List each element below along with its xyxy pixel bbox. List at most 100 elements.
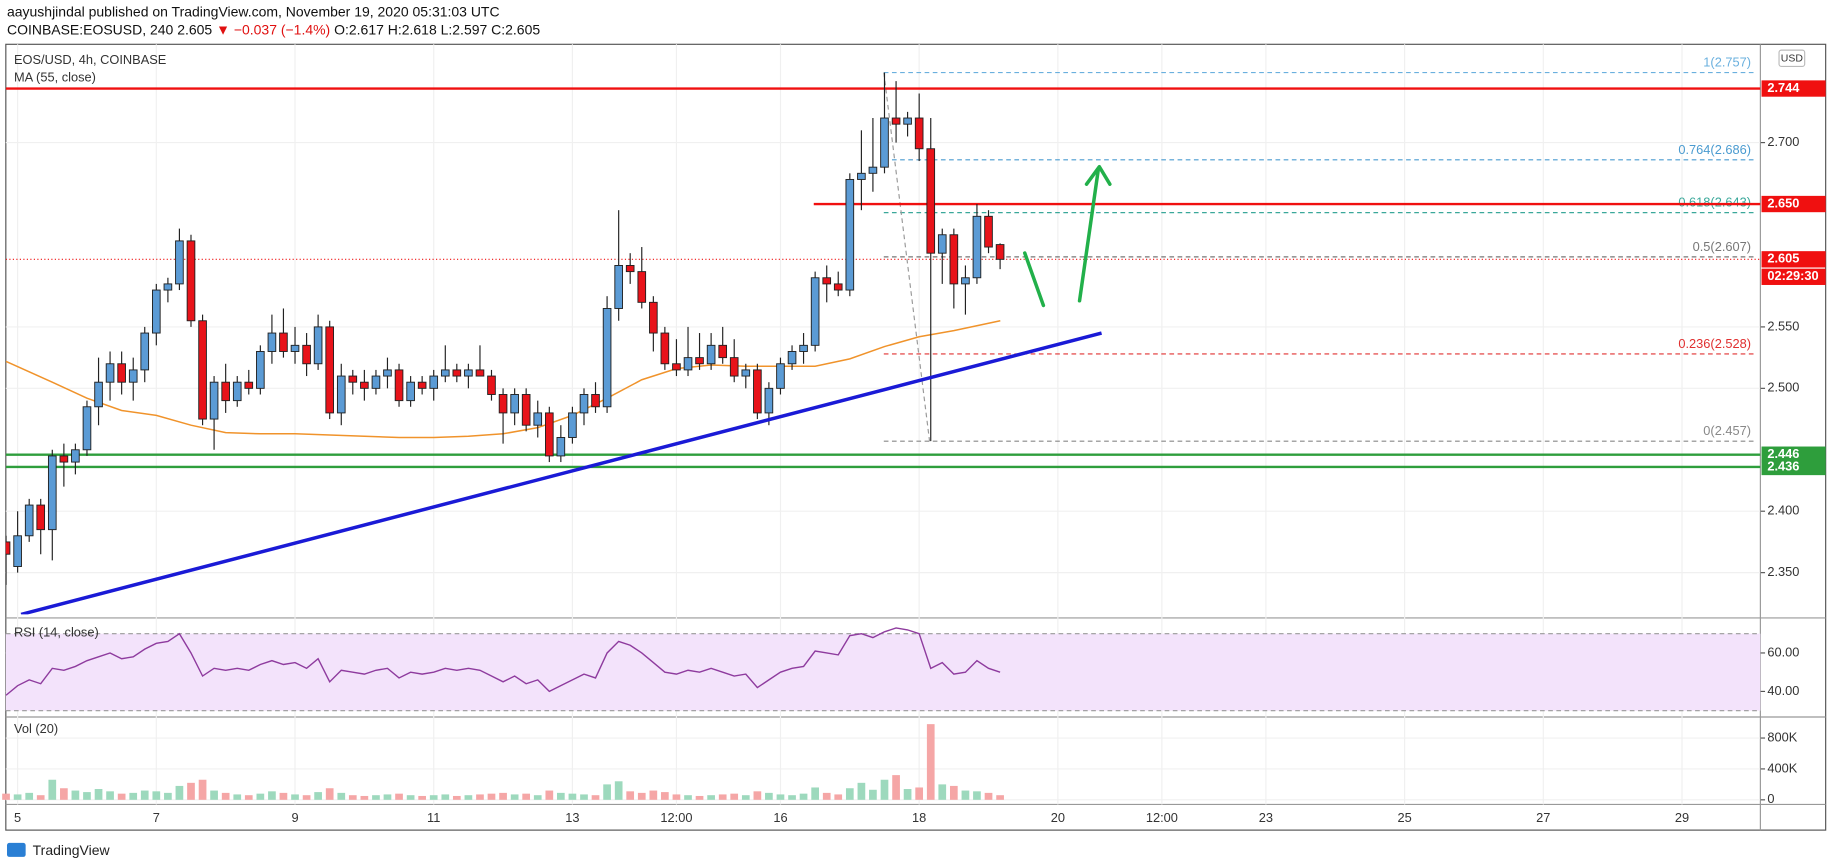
last-price-label-box xyxy=(1761,251,1826,268)
candle-body xyxy=(94,381,103,408)
candle-body xyxy=(452,369,462,377)
candle-body xyxy=(579,394,589,414)
candle-body xyxy=(13,535,22,567)
candle-body xyxy=(348,375,358,383)
volume-bar xyxy=(48,779,57,800)
symbol: COINBASE:EOSUSD, 240 xyxy=(7,21,174,37)
candle-body xyxy=(972,215,982,279)
candle-body xyxy=(5,541,11,555)
x-tick-label: 13 xyxy=(565,810,579,825)
volume-bar xyxy=(175,785,184,800)
volume-bar xyxy=(603,784,611,800)
candle-body xyxy=(556,437,566,457)
ohlc: O:2.617 H:2.618 L:2.597 C:2.605 xyxy=(334,21,540,37)
volume-bar xyxy=(637,792,646,800)
volume-bar xyxy=(996,795,1004,800)
volume-bar xyxy=(71,790,80,800)
candle-body xyxy=(186,240,196,322)
candle-body xyxy=(383,369,392,377)
candle-body xyxy=(313,326,323,365)
volume-bar xyxy=(60,788,68,800)
candle-body xyxy=(672,363,681,371)
volume-bar xyxy=(476,794,484,800)
candle-body xyxy=(521,394,531,426)
change: ▼ −0.037 (−1.4%) xyxy=(216,21,330,37)
candle-body xyxy=(302,344,311,365)
volume-bar xyxy=(765,792,773,800)
candle-body xyxy=(787,351,797,365)
volume-bar xyxy=(845,788,854,800)
candle-body xyxy=(36,504,46,531)
rsi-line xyxy=(5,627,1001,696)
candle-body xyxy=(764,387,774,414)
arrow-large xyxy=(1077,168,1100,303)
arrow-small xyxy=(1023,251,1046,308)
volume-bar xyxy=(487,793,496,800)
volume-bar xyxy=(233,794,242,800)
level-label-box xyxy=(1761,446,1826,463)
candle-body xyxy=(290,344,300,352)
candle-body xyxy=(510,394,519,414)
volume-bar xyxy=(152,791,161,800)
candle-body xyxy=(683,357,693,371)
volume-bar xyxy=(661,792,669,800)
candle-body xyxy=(117,363,126,383)
candle-body xyxy=(360,381,369,389)
volume-bar xyxy=(580,794,588,800)
volume-bar xyxy=(499,792,507,800)
volume-bar xyxy=(383,794,392,800)
volume-bar xyxy=(626,791,635,800)
currency-box xyxy=(1778,49,1806,68)
indicator-panes xyxy=(2,627,1761,800)
candle-body xyxy=(440,369,450,377)
volume-bar xyxy=(591,795,600,800)
volume-bar xyxy=(926,724,935,800)
candle-body xyxy=(475,369,485,377)
x-tick-label: 16 xyxy=(773,810,787,825)
candle-body xyxy=(937,234,947,254)
candle-body xyxy=(487,375,496,395)
candle-body xyxy=(464,369,473,377)
x-tick-label: 25 xyxy=(1397,810,1411,825)
volume-bar xyxy=(337,792,346,800)
volume-bar xyxy=(903,789,912,800)
candle-body xyxy=(602,308,612,408)
candle-body xyxy=(649,301,658,334)
volume-bar xyxy=(210,790,218,800)
x-tick-label: 20 xyxy=(1051,810,1065,825)
volume-bar xyxy=(314,792,322,800)
volume-bar xyxy=(221,792,230,800)
volume-bar xyxy=(117,793,126,800)
candle-body xyxy=(371,375,381,389)
x-tick-label: 5 xyxy=(14,810,21,825)
volume-bar xyxy=(2,793,10,800)
volume-bar xyxy=(94,789,103,800)
volume-bar xyxy=(614,781,623,800)
candle-body xyxy=(59,455,69,463)
volume-bar xyxy=(568,793,577,800)
volume-bar xyxy=(695,795,704,800)
x-tick-label: 7 xyxy=(153,810,160,825)
y-tick-label: 2.350 xyxy=(1767,564,1799,579)
candle-body xyxy=(47,455,57,531)
volume-bar xyxy=(984,792,993,800)
candle-body xyxy=(163,283,173,291)
volume-bar xyxy=(522,793,531,800)
volume-bar xyxy=(291,794,299,800)
volume-bar xyxy=(302,795,311,800)
arrow-head xyxy=(1084,164,1112,186)
volume-bar xyxy=(684,795,692,800)
volume-bar xyxy=(187,782,195,800)
footer: TradingView xyxy=(33,842,111,858)
volume-bar xyxy=(279,792,288,800)
volume-bar xyxy=(949,785,958,800)
candle-body xyxy=(406,381,415,402)
x-tick-label: 11 xyxy=(427,810,440,825)
candle-body xyxy=(244,381,254,389)
volume-bar xyxy=(372,795,380,800)
volume-bar xyxy=(834,794,843,800)
volume-bar xyxy=(938,784,947,800)
volume-bar xyxy=(244,795,253,800)
pane-title: RSI (14, close) xyxy=(14,624,99,639)
